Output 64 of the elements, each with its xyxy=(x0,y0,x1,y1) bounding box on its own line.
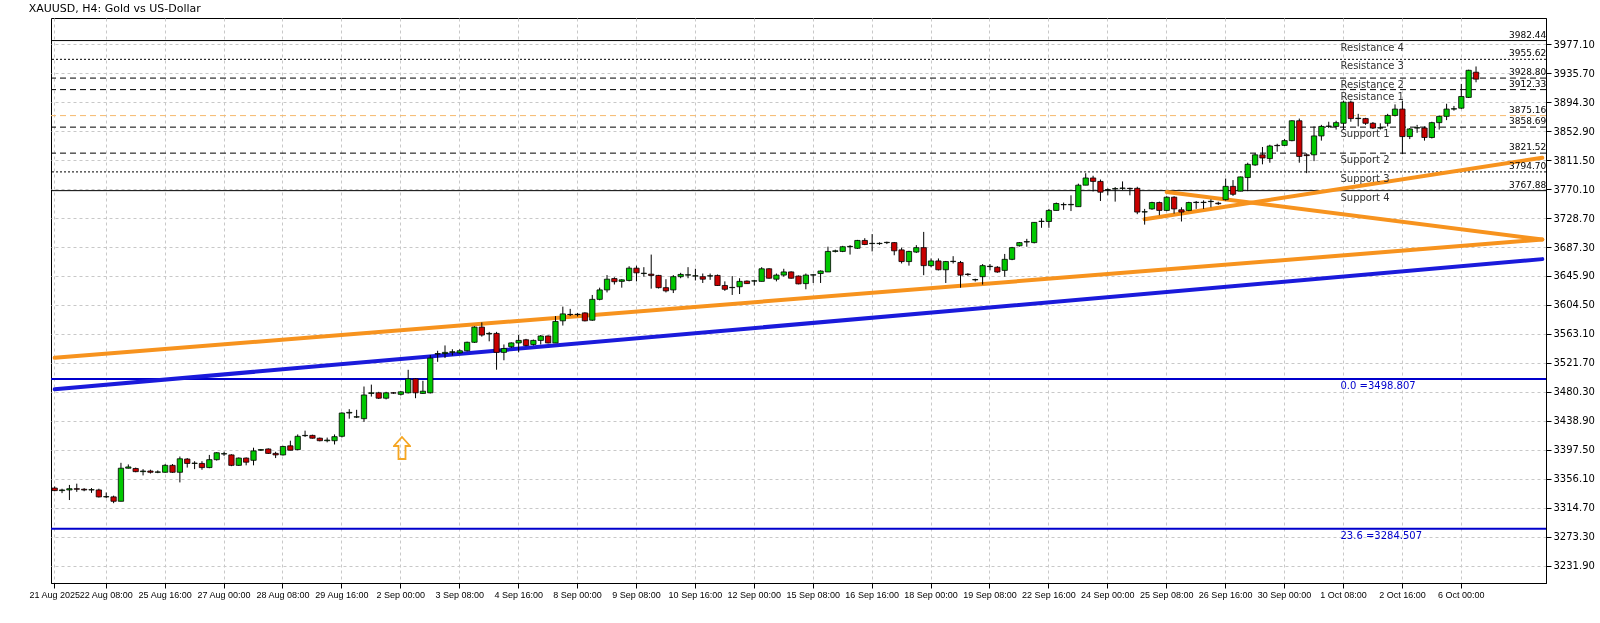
x-tick-label: 21 Aug 2025 xyxy=(29,589,80,600)
y-tick-label: 3894.30 xyxy=(1553,96,1595,108)
y-tick-label: 3356.10 xyxy=(1553,473,1595,485)
y-tick-label: 3438.90 xyxy=(1553,415,1595,427)
ref-line-label: Resistance 3 xyxy=(1340,60,1404,72)
x-tick-label: 22 Sep 16:00 xyxy=(1022,589,1076,600)
x-tick-label: 30 Sep 00:00 xyxy=(1257,589,1312,600)
x-tick-label: 25 Aug 16:00 xyxy=(138,589,192,600)
y-tick-label: 3977.10 xyxy=(1553,38,1595,50)
x-tick-label: 22 Aug 08:00 xyxy=(79,589,133,600)
x-tick-label: 27 Aug 00:00 xyxy=(197,589,251,600)
y-tick-label: 3231.90 xyxy=(1553,560,1595,572)
x-tick-label: 18 Sep 00:00 xyxy=(904,589,958,600)
x-tick-label: 29 Aug 16:00 xyxy=(315,589,369,600)
ref-line-label: Support 1 xyxy=(1340,128,1390,140)
annotation: 3982.44 xyxy=(1509,29,1547,40)
annotation: 3794.70 xyxy=(1509,160,1547,171)
y-tick-label: 3563.10 xyxy=(1553,328,1595,340)
x-tick-label: 28 Aug 08:00 xyxy=(256,589,310,600)
y-tick-label: 3480.30 xyxy=(1553,386,1595,398)
x-tick-label: 1 Oct 08:00 xyxy=(1320,589,1367,600)
x-tick-label: 2 Sep 00:00 xyxy=(376,589,426,600)
x-tick-label: 16 Sep 16:00 xyxy=(845,589,899,600)
x-tick-label: 9 Sep 08:00 xyxy=(612,589,661,600)
ref-line-label: 23.6 =3284.507 xyxy=(1340,529,1423,541)
y-tick-label: 3770.10 xyxy=(1553,183,1595,195)
x-tick-label: 19 Sep 08:00 xyxy=(963,589,1017,600)
y-tick-label: 3314.70 xyxy=(1553,502,1595,514)
y-tick-label: 3645.90 xyxy=(1553,270,1595,282)
y-tick-label: 3687.30 xyxy=(1553,241,1595,253)
ref-line-label: Support 3 xyxy=(1340,172,1390,184)
annotation: 3767.88 xyxy=(1509,179,1547,190)
y-tick-label: 3935.70 xyxy=(1553,67,1595,79)
ref-line-label: Resistance 2 xyxy=(1340,79,1404,91)
x-tick-label: 26 Sep 16:00 xyxy=(1198,589,1253,600)
x-tick-label: 3 Sep 08:00 xyxy=(435,589,484,600)
x-tick-label: 4 Sep 16:00 xyxy=(494,589,543,600)
ref-line-label: Support 4 xyxy=(1340,191,1390,203)
y-tick-label: 3811.50 xyxy=(1553,154,1595,166)
x-tick-label: 25 Sep 08:00 xyxy=(1139,589,1194,600)
y-tick-label: 3604.50 xyxy=(1553,299,1595,311)
annotation: 3912.33 xyxy=(1509,78,1547,89)
x-tick-label: 2 Oct 16:00 xyxy=(1379,589,1426,600)
ref-line-label: Support 2 xyxy=(1340,154,1390,166)
x-tick-label: 6 Oct 00:00 xyxy=(1438,589,1485,600)
chart-title: XAUUSD, H4: Gold vs US-Dollar xyxy=(28,2,202,15)
y-tick-label: 3852.90 xyxy=(1553,125,1595,137)
x-tick-label: 12 Sep 00:00 xyxy=(727,589,782,600)
ref-line-label: Resistance 4 xyxy=(1340,41,1404,53)
y-tick-label: 3273.30 xyxy=(1553,531,1595,543)
y-tick-label: 3397.50 xyxy=(1553,444,1595,456)
x-tick-label: 10 Sep 16:00 xyxy=(668,589,723,600)
x-tick-label: 24 Sep 00:00 xyxy=(1081,589,1135,600)
annotation: 3858.69 xyxy=(1509,116,1547,127)
x-tick-label: 15 Sep 08:00 xyxy=(786,589,841,600)
ref-line-label: 0.0 =3498.807 xyxy=(1340,379,1416,391)
x-tick-label: 8 Sep 00:00 xyxy=(553,589,602,600)
annotation: 3875.16 xyxy=(1509,104,1547,115)
y-tick-label: 3728.70 xyxy=(1553,212,1595,224)
annotation: 3928.80 xyxy=(1509,67,1547,78)
annotation: 3821.52 xyxy=(1509,142,1547,153)
ref-line-label: Resistance 1 xyxy=(1340,90,1404,102)
annotation: 3955.62 xyxy=(1509,48,1547,59)
y-tick-label: 3521.70 xyxy=(1553,357,1595,369)
